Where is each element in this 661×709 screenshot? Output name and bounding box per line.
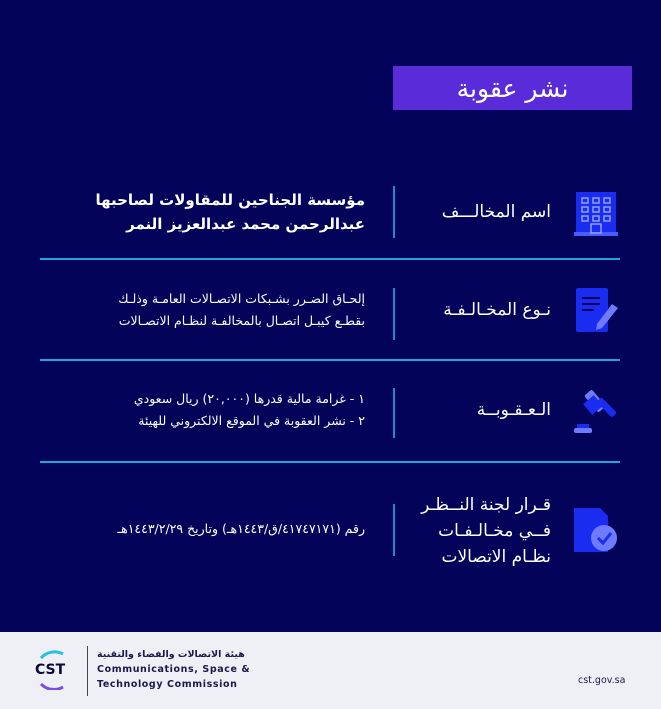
separator [40,258,620,260]
gavel-icon [574,390,617,433]
divider [393,288,395,340]
label-line: فــي مخـالـفـات [438,521,551,541]
divider [393,388,395,438]
separator [40,359,620,361]
website-link[interactable]: cst.gov.sa [578,675,626,686]
org-name-en: Technology Commission [97,679,238,690]
violation-type-label: نـوع المخـالـفـة [443,300,551,320]
value-line: عبدالرحمن محمد عبدالعزيز النمر [126,215,365,233]
penalty-value: ١ - غرامة مالية قدرها (٢٠,٠٠٠) ريال سعود… [134,388,365,432]
decision-label: قـرار لجنة النــظـر فــي مخـالـفـات نظـا… [421,492,551,570]
org-name: هيئة الاتصالات والفضاء والتقنية Communic… [97,647,250,692]
cst-logo-text: CST [35,662,66,678]
value-line: إلحـاق الضـرر بشـبكات الاتصـالات العامـة… [118,291,365,306]
value-line: ٢ - نشر العقوبة في الموقع الالكتروني لله… [138,413,365,428]
cst-logo-icon [39,650,64,691]
violator-name-label: اسم المخالـــف [441,202,551,222]
label-line: قـرار لجنة النــظـر [421,495,551,515]
org-name-ar: هيئة الاتصالات والفضاء والتقنية [97,649,245,660]
value-line: بقطـع كيبـل اتصـال بالمخالفـة لنظـام الا… [118,313,365,328]
violator-name-value: مؤسسة الجناحين للمقاولات لصاحبها عبدالرح… [95,188,365,236]
penalty-label: الـعـقـوبــة [476,400,551,420]
divider [393,186,395,238]
value-line: ١ - غرامة مالية قدرها (٢٠,٠٠٠) ريال سعود… [133,391,365,406]
building-icon [574,192,618,236]
separator [40,461,620,463]
page-title: نشر عقوبة [393,66,632,110]
cst-logo: CST [33,650,73,691]
document-check-icon [574,508,617,552]
document-edit-icon [576,288,618,332]
decision-value: رقم (٤١٧٤٧١٧١/ق/١٤٤٣هـ) وتاريخ ١٤٤٣/٢/٢٩… [117,521,365,536]
divider [87,646,88,696]
value-line: مؤسسة الجناحين للمقاولات لصاحبها [95,191,365,209]
org-name-en: Communications, Space & [97,664,251,675]
violation-type-value: إلحـاق الضـرر بشـبكات الاتصـالات العامـة… [118,288,365,332]
divider [393,504,395,556]
footer: CST هيئة الاتصالات والفضاء والتقنية Comm… [0,632,661,709]
label-line: نظـام الاتصالات [441,547,551,567]
